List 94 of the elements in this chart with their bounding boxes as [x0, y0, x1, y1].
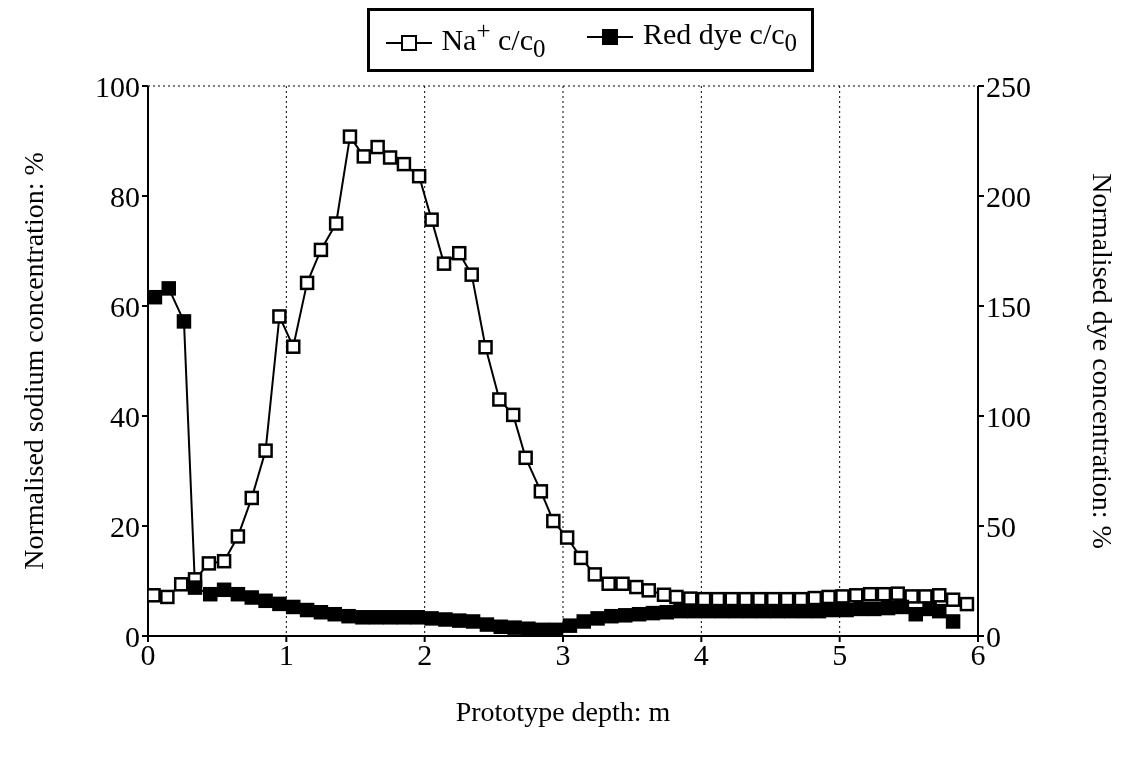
- point: [853, 601, 868, 617]
- point: [835, 589, 850, 604]
- point: [173, 577, 189, 592]
- point: [890, 586, 906, 601]
- y2-tick-label: 250: [986, 69, 1031, 103]
- point: [342, 129, 358, 144]
- point: [601, 576, 616, 591]
- point: [546, 513, 561, 529]
- point: [932, 588, 947, 603]
- point: [436, 256, 452, 271]
- y-tick-label: 40: [110, 399, 140, 433]
- y-tick-label: 100: [95, 69, 140, 103]
- point: [533, 484, 549, 499]
- x-tick-label: 5: [832, 638, 848, 672]
- point: [160, 589, 175, 605]
- point: [821, 589, 836, 605]
- point: [687, 603, 702, 619]
- point: [272, 596, 287, 612]
- x-tick-label: 2: [417, 638, 433, 672]
- point: [590, 611, 605, 626]
- point: [187, 580, 203, 595]
- point: [507, 620, 522, 635]
- point: [908, 606, 923, 622]
- point: [424, 212, 439, 227]
- point: [382, 150, 398, 165]
- point: [770, 603, 785, 619]
- point: [148, 289, 163, 305]
- point: [587, 567, 603, 582]
- point: [272, 309, 287, 324]
- x-tick-label: 6: [970, 638, 986, 672]
- y2-tick-label: 50: [986, 509, 1016, 543]
- point: [411, 168, 427, 184]
- point: [341, 608, 356, 624]
- legend-label: Na$^{+}$ c/c$_{0}$: [441, 17, 546, 62]
- point: [839, 602, 854, 618]
- point: [559, 530, 575, 545]
- point: [244, 490, 259, 506]
- point: [478, 340, 493, 355]
- point: [521, 621, 536, 636]
- point: [932, 603, 947, 619]
- point: [904, 589, 919, 604]
- x-tick-label: 1: [278, 638, 294, 672]
- y2-tick-label: 200: [986, 179, 1031, 213]
- point: [518, 450, 533, 466]
- y-axis-title: Normalised sodium concentration: %: [17, 152, 49, 570]
- point: [573, 550, 589, 566]
- point: [959, 596, 975, 612]
- point: [505, 407, 521, 423]
- point: [258, 443, 273, 458]
- x-tick-label: 4: [693, 638, 709, 672]
- point: [396, 156, 412, 172]
- point: [683, 591, 698, 606]
- point: [862, 586, 878, 602]
- point: [438, 612, 453, 627]
- point: [673, 603, 688, 619]
- point: [918, 589, 933, 604]
- y2-tick-label: 100: [986, 399, 1031, 433]
- point: [370, 139, 385, 155]
- point: [176, 314, 192, 329]
- point: [201, 556, 217, 571]
- point: [641, 583, 657, 598]
- y2-tick-label: 150: [986, 289, 1031, 323]
- point: [230, 529, 246, 544]
- point: [452, 245, 467, 261]
- x-tick-label: 3: [555, 638, 571, 672]
- point: [424, 611, 439, 626]
- y2-axis-title: Normalised dye concentration: %: [1087, 173, 1119, 549]
- point: [894, 599, 910, 615]
- point: [299, 275, 315, 291]
- legend-label: Red dye c/c$_{0}$: [642, 17, 798, 56]
- point: [464, 267, 479, 282]
- point: [356, 149, 372, 164]
- point: [258, 593, 273, 609]
- point: [492, 392, 507, 407]
- point: [945, 592, 961, 607]
- point: [669, 589, 684, 605]
- y-tick-label: 80: [110, 179, 140, 213]
- point: [313, 242, 329, 258]
- x-axis-title: Prototype depth: m: [455, 696, 671, 727]
- y-tick-label: 20: [110, 509, 140, 543]
- point: [203, 586, 218, 602]
- point: [876, 586, 892, 602]
- point: [945, 614, 961, 629]
- y-tick-label: 60: [110, 289, 140, 323]
- point: [286, 339, 301, 354]
- point: [328, 216, 344, 231]
- point: [629, 579, 644, 595]
- point: [849, 588, 864, 603]
- point: [615, 576, 630, 591]
- point: [355, 610, 370, 625]
- point: [216, 553, 232, 569]
- point: [161, 281, 176, 296]
- point: [756, 603, 771, 619]
- point: [604, 608, 619, 624]
